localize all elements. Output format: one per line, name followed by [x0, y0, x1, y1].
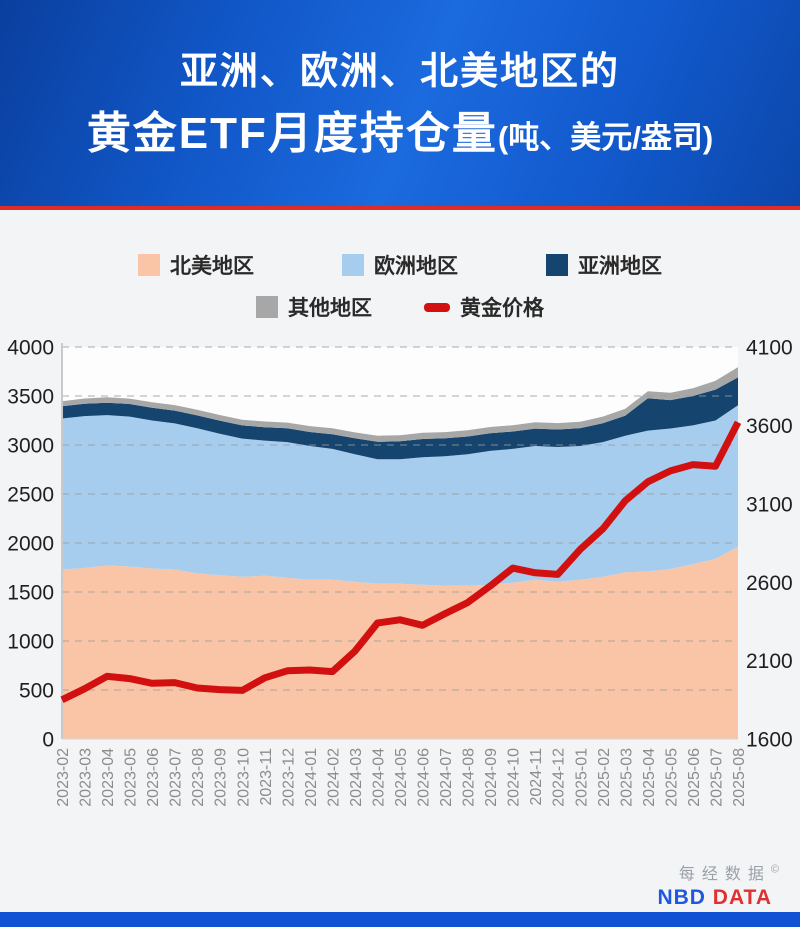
x-tick-label: 2023-03: [78, 748, 95, 807]
x-tick-label: 2024-07: [438, 748, 455, 807]
bottom-blue-bar: [0, 912, 800, 927]
legend-row-1: 北美地区 欧洲地区 亚洲地区: [0, 250, 800, 280]
x-tick-label: 2024-10: [506, 748, 523, 807]
x-tick-label: 2023-09: [213, 748, 230, 807]
x-tick-label: 2023-07: [168, 748, 185, 807]
x-tick-label: 2023-08: [190, 748, 207, 807]
legend-label: 亚洲地区: [578, 255, 662, 278]
right-tick-label: 1600: [746, 729, 793, 752]
x-tick-label: 2024-06: [416, 748, 433, 807]
area-series: [62, 377, 738, 460]
area-series: [62, 367, 738, 442]
left-tick-label: 3500: [7, 386, 54, 409]
x-tick-label: 2025-05: [663, 748, 680, 807]
footer-brand-cn: 每经数据©: [678, 863, 779, 883]
page-title-line1: 亚洲、欧洲、北美地区的: [179, 51, 620, 93]
x-tick-label: 2023-06: [145, 748, 162, 807]
legend-color-swatch: [342, 254, 364, 276]
left-tick-label: 3000: [7, 435, 54, 458]
x-tick-label: 2025-06: [686, 748, 703, 807]
page-title-units: (吨、美元/盎司): [497, 119, 714, 155]
header-red-divider: [0, 206, 800, 210]
x-tick-label: 2024-09: [483, 748, 500, 807]
x-tick-label: 2024-11: [528, 748, 545, 806]
x-tick-label: 2025-03: [618, 748, 635, 807]
chart-area: 0 500 1000 1500 2000 2500 3000 3500 4000 1600 2100…: [0, 330, 800, 850]
footer-nbd: NBD: [657, 886, 706, 909]
page-title-main: 黄金ETF月度持仓量: [86, 108, 498, 158]
right-axis-labels: 1600 2100 2600 3100 3600 4100: [746, 337, 793, 752]
chart-canvas: 0 500 1000 1500 2000 2500 3000 3500 4000 1600 2100…: [7, 337, 793, 807]
x-tick-label: 2023-04: [100, 748, 117, 807]
x-tick-label: 2023-05: [123, 748, 140, 807]
x-tick-label: 2024-05: [393, 748, 410, 807]
legend-color-swatch: [546, 254, 568, 276]
left-tick-label: 0: [42, 729, 54, 752]
area-series: [62, 405, 738, 586]
x-tick-label: 2024-01: [303, 748, 320, 807]
right-tick-label: 3600: [746, 415, 793, 438]
legend-item: 北美地区: [138, 250, 254, 280]
x-tick-label: 2024-04: [371, 748, 388, 807]
left-tick-label: 500: [19, 680, 54, 703]
legend-item: 其他地区: [256, 292, 372, 322]
copyright-mark: ©: [770, 863, 779, 876]
legend-item: 欧洲地区: [342, 250, 458, 280]
left-axis-labels: 0 500 1000 1500 2000 2500 3000 3500 4000: [7, 337, 54, 752]
x-tick-label: 2024-08: [461, 748, 478, 807]
header-banner: 亚洲、欧洲、北美地区的 黄金ETF月度持仓量(吨、美元/盎司): [0, 0, 800, 206]
x-tick-label: 2025-01: [573, 748, 590, 807]
footer-brand-en: NBD DATA: [657, 886, 772, 910]
x-tick-label: 2023-11: [258, 748, 275, 806]
chart-legend: 北美地区 欧洲地区 亚洲地区 其他地区 黄金价格: [0, 250, 800, 322]
legend-color-swatch: [138, 254, 160, 276]
legend-item: 亚洲地区: [546, 250, 662, 280]
x-tick-label: 2024-03: [348, 748, 365, 807]
page-title-line2: 黄金ETF月度持仓量(吨、美元/盎司): [0, 108, 800, 158]
left-tick-label: 1500: [7, 582, 54, 605]
legend-label: 北美地区: [170, 255, 254, 278]
gold-price-line: [60, 420, 742, 703]
legend-label: 黄金价格: [460, 297, 544, 320]
x-tick-label: 2023-02: [55, 748, 72, 807]
footer-brand: 每经数据© NBD DATA: [657, 860, 779, 910]
legend-label: 欧洲地区: [374, 255, 458, 278]
x-tick-label: 2025-07: [709, 748, 726, 807]
legend-label: 其他地区: [288, 297, 372, 320]
left-tick-label: 4000: [7, 337, 54, 360]
right-tick-label: 2100: [746, 650, 793, 673]
x-tick-label: 2024-12: [551, 748, 568, 807]
left-tick-label: 2500: [7, 484, 54, 507]
left-tick-label: 2000: [7, 533, 54, 556]
legend-color-swatch: [256, 296, 278, 318]
x-tick-label: 2023-10: [235, 748, 252, 807]
x-tick-label: 2025-04: [641, 748, 658, 807]
left-tick-label: 1000: [7, 631, 54, 654]
x-tick-label: 2023-12: [280, 748, 297, 807]
legend-item: 黄金价格: [424, 292, 544, 322]
right-tick-label: 4100: [746, 337, 793, 360]
x-tick-label: 2025-08: [731, 748, 748, 807]
x-axis-labels: 2023-02 2023-03 2023-04 2023-05 2023-06 2023-…: [55, 748, 748, 807]
right-tick-label: 2600: [746, 572, 793, 595]
legend-line-mark: [424, 302, 450, 312]
gridlines: [62, 346, 738, 691]
legend-row-2: 其他地区 黄金价格: [0, 292, 800, 322]
right-tick-label: 3100: [746, 493, 793, 516]
x-tick-label: 2025-02: [596, 748, 613, 807]
footer-data: DATA: [712, 886, 772, 909]
x-tick-label: 2024-02: [325, 748, 342, 807]
